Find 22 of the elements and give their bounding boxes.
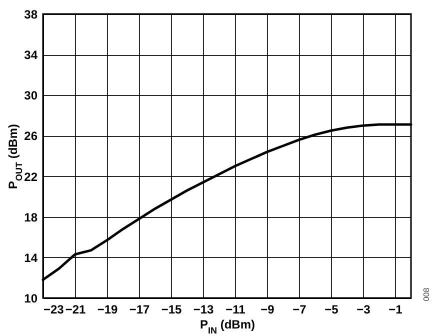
x-tick-label: −1 (388, 302, 403, 316)
x-tick-label: −15 (161, 302, 182, 316)
x-tick-label: −7 (292, 302, 307, 316)
x-tick-label: −5 (324, 302, 339, 316)
figure-code: 008 (422, 288, 431, 302)
x-tick-label: −17 (129, 302, 150, 316)
x-tick-label: −9 (260, 302, 275, 316)
x-tick-label: −13 (193, 302, 214, 316)
y-tick-label: 26 (24, 129, 38, 144)
x-tick-label: −23 (44, 302, 64, 316)
y-tick-label: 22 (24, 170, 38, 184)
y-tick-label: 10 (24, 292, 38, 306)
x-tick-label: −11 (226, 302, 246, 316)
y-tick-label: 34 (24, 48, 38, 62)
y-tick-label: 18 (24, 210, 38, 224)
x-tick-label: −19 (97, 302, 118, 316)
y-tick-label: 30 (24, 88, 38, 103)
x-axis-title: P$_{IN}$ (dBm) (200, 318, 256, 336)
x-tick-label: −21 (65, 302, 86, 316)
y-tick-label: 38 (24, 8, 38, 22)
x-tick-label: −3 (356, 302, 371, 316)
y-tick-label: 14 (24, 250, 38, 265)
